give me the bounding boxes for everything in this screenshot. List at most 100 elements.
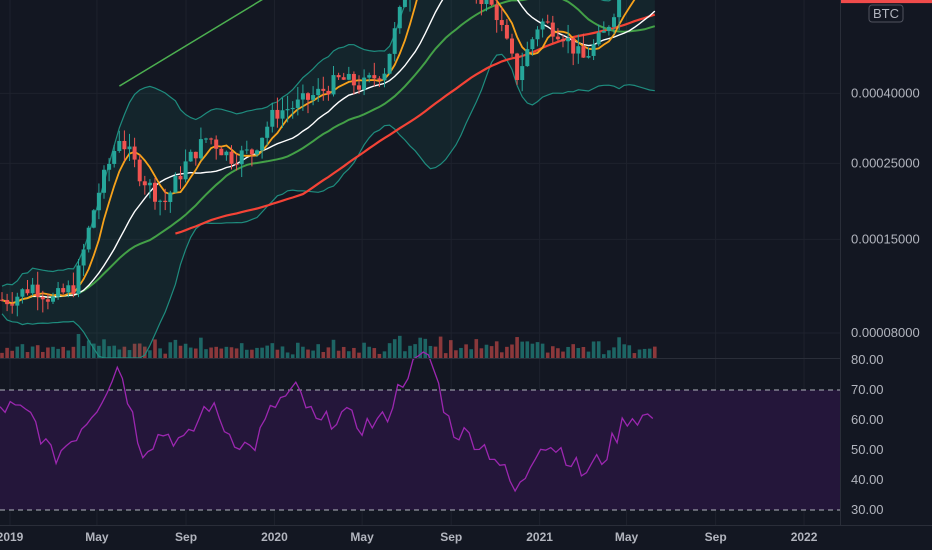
time-axis-label: Sep — [705, 530, 727, 544]
currency-badge-label[interactable]: BTC — [873, 6, 899, 21]
volume-bar — [647, 348, 652, 358]
candle-body — [280, 110, 285, 119]
volume-bar — [642, 348, 647, 358]
candle-body — [76, 265, 81, 294]
price-pane[interactable] — [0, 0, 840, 359]
volume-bar — [357, 352, 361, 358]
trendline[interactable] — [119, 0, 804, 87]
candle-body — [362, 77, 367, 90]
volume-bar — [311, 350, 315, 358]
price-axis-label: 0.00008000 — [851, 325, 920, 340]
candle-body — [561, 39, 565, 42]
bollinger-upper — [1, 0, 612, 287]
volume-bar — [280, 346, 285, 358]
candle-body — [40, 296, 45, 300]
volume-bar — [326, 347, 331, 358]
candle-body — [351, 73, 356, 86]
volume-bar — [459, 347, 463, 358]
volume-bar — [469, 349, 473, 358]
volume-bar — [433, 346, 438, 358]
volume-bar — [245, 349, 249, 358]
candle-body — [229, 151, 234, 164]
volume-bar — [194, 348, 198, 358]
candle-body — [71, 285, 76, 294]
volume-bar — [66, 350, 71, 358]
volume-bar — [449, 340, 453, 358]
volume-bar — [112, 345, 116, 358]
volume-bar — [178, 345, 183, 358]
candle-body — [357, 85, 361, 90]
rsi-line — [0, 351, 654, 493]
price-axis-label: 0.00040000 — [851, 85, 920, 100]
candle-body — [193, 151, 198, 159]
volume-bar — [46, 347, 50, 358]
candle-body — [402, 0, 407, 7]
candle-body — [311, 95, 316, 100]
currency-badge[interactable] — [868, 4, 904, 23]
volume-bar — [265, 345, 269, 358]
volume-bar — [454, 350, 458, 358]
candle-body — [535, 29, 540, 40]
candle-body — [336, 75, 341, 78]
candle-body — [270, 109, 275, 127]
volume-bar — [403, 351, 407, 358]
candle-body — [555, 36, 560, 40]
last-price-badge — [841, 0, 932, 4]
volume-bar — [301, 346, 305, 358]
candle-body — [285, 109, 290, 111]
candle-body — [158, 200, 163, 202]
volume-bar — [30, 346, 35, 358]
volume-bar — [10, 350, 14, 358]
volume-bar — [321, 352, 326, 358]
volume-bar — [637, 349, 642, 358]
volume-bar — [535, 342, 540, 358]
volume-bar — [117, 349, 122, 358]
candle-body — [188, 151, 193, 162]
candle-body — [255, 150, 259, 155]
volume-bar — [35, 345, 40, 358]
volume-bar — [153, 339, 157, 358]
candle-body — [178, 175, 183, 180]
candle-body — [540, 21, 545, 30]
volume-bar — [413, 344, 417, 358]
candle-body — [132, 146, 137, 160]
volume-bar — [352, 347, 356, 358]
candle-body — [290, 107, 295, 110]
volume-bar — [525, 341, 530, 358]
time-axis[interactable]: 2019 May Sep 2020 May Sep 2021 May Sep 2022 — [0, 530, 818, 544]
candle-body — [244, 149, 249, 151]
candle-body — [606, 26, 611, 32]
candle-body — [346, 73, 351, 80]
time-axis-label: 2021 — [526, 530, 553, 544]
volume-bar — [41, 351, 45, 358]
volume-bar — [122, 346, 127, 358]
candle-body — [331, 75, 336, 95]
volume-bar — [137, 343, 142, 358]
candle-body — [571, 38, 576, 54]
rsi-band — [0, 390, 840, 510]
candle-body — [15, 296, 20, 306]
time-axis-label: 2019 — [0, 530, 24, 544]
candle-body — [372, 75, 377, 79]
volume-bar — [551, 346, 555, 358]
candle-body — [499, 20, 504, 25]
candle-body — [66, 285, 71, 293]
volume-bar — [0, 352, 4, 358]
rsi-axis-label: 70.00 — [851, 382, 884, 397]
volume-bar — [489, 346, 494, 358]
volume-bar — [612, 347, 616, 358]
rsi-axis-label: 50.00 — [851, 442, 884, 457]
volume-bar — [418, 337, 422, 358]
volume-bar — [408, 345, 412, 358]
candle-body — [249, 149, 254, 155]
rsi-pane[interactable] — [0, 351, 840, 511]
candle-body — [591, 44, 596, 56]
price-axis[interactable]: 0.007000000.005000000.003500000.00250000… — [851, 0, 920, 340]
candle-body — [275, 109, 280, 119]
volume-bar — [627, 345, 632, 358]
time-axis-label: 2022 — [791, 530, 818, 544]
volume-bar — [520, 341, 524, 358]
volume-bar — [367, 346, 371, 358]
rsi-axis[interactable]: 80.00 70.00 60.00 50.00 40.00 30.00 — [851, 352, 884, 517]
